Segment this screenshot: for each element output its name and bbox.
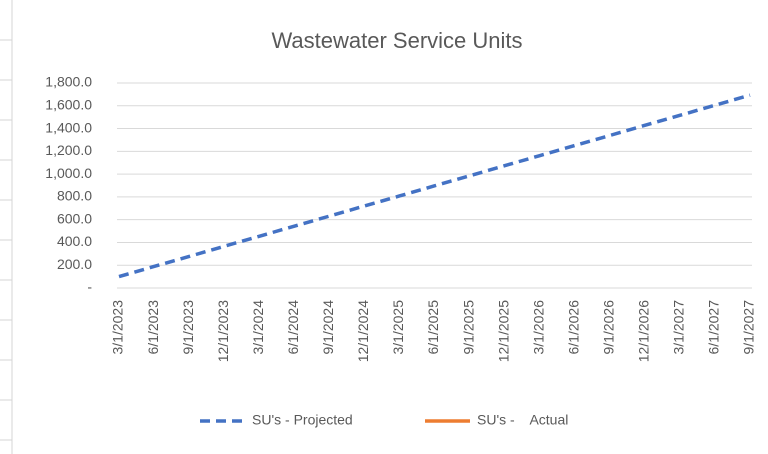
y-tick-label: 800.0	[57, 188, 92, 204]
x-tick-label: 9/1/2023	[180, 300, 196, 355]
x-tick-label: 3/1/2023	[110, 300, 126, 355]
x-tick-label: 6/1/2023	[145, 300, 161, 355]
legend-label: SU's - Actual	[477, 412, 568, 428]
legend-label: SU's - Projected	[252, 412, 353, 428]
y-tick-label: 400.0	[57, 233, 92, 249]
y-tick-label: -	[87, 279, 92, 295]
x-tick-label: 3/1/2024	[250, 300, 266, 355]
y-tick-label: 1,400.0	[45, 119, 92, 135]
x-tick-label: 6/1/2024	[285, 300, 301, 355]
x-tick-label: 12/1/2024	[355, 300, 371, 362]
x-tick-label: 3/1/2025	[390, 300, 406, 355]
chart-title: Wastewater Service Units	[271, 28, 522, 53]
sheet-cells	[0, 0, 13, 454]
y-tick-label: 1,800.0	[45, 74, 92, 90]
x-tick-label: 6/1/2027	[706, 300, 722, 355]
y-tick-label: 200.0	[57, 256, 92, 272]
y-tick-label: 600.0	[57, 210, 92, 226]
x-tick-label: 9/1/2025	[460, 300, 476, 355]
x-tick-label: 6/1/2025	[425, 300, 441, 355]
y-tick-label: 1,000.0	[45, 165, 92, 181]
y-tick-label: 1,200.0	[45, 142, 92, 158]
y-tick-label: 1,600.0	[45, 96, 92, 112]
x-tick-label: 3/1/2027	[671, 300, 687, 355]
x-tick-label: 3/1/2026	[530, 300, 546, 355]
x-tick-label: 9/1/2027	[741, 300, 757, 355]
x-tick-label: 9/1/2026	[600, 300, 616, 355]
x-tick-label: 6/1/2026	[565, 300, 581, 355]
x-tick-label: 12/1/2026	[636, 300, 652, 362]
x-tick-label: 12/1/2023	[215, 300, 231, 362]
x-tick-label: 12/1/2025	[495, 300, 511, 362]
x-tick-label: 9/1/2024	[320, 300, 336, 355]
series-line	[118, 93, 751, 279]
